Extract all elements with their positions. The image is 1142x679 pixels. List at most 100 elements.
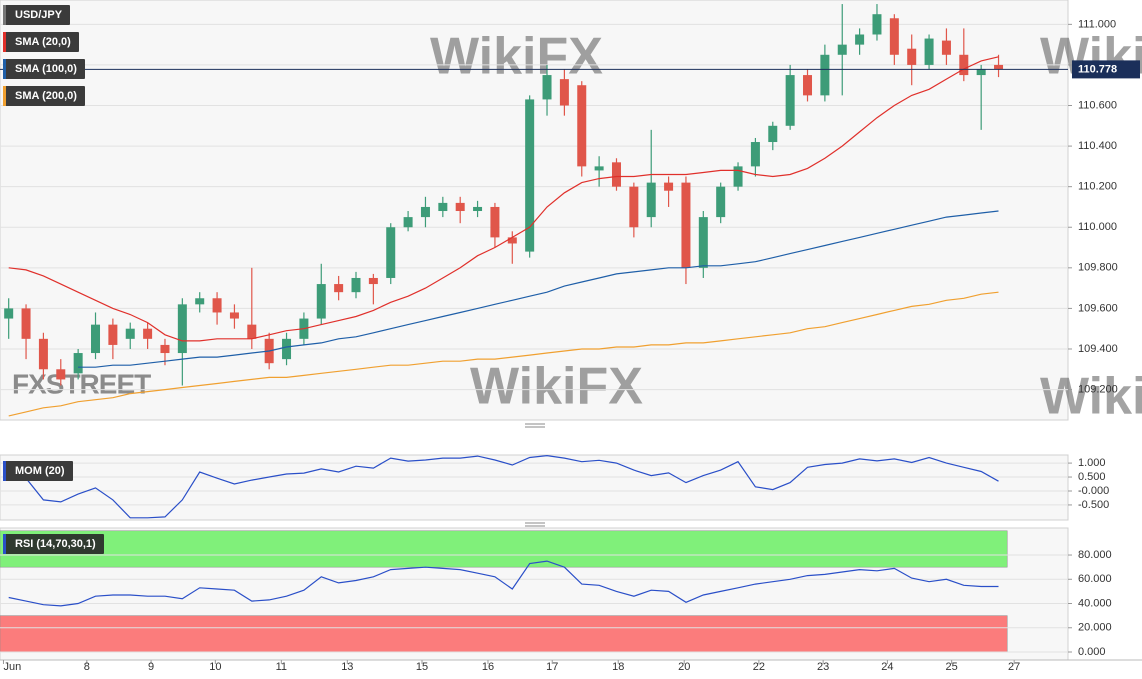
x-tick-label: 18: [612, 661, 624, 673]
x-tick-label: 15: [416, 661, 428, 673]
x-tick-label: 11: [276, 661, 287, 673]
watermark: WikiFX: [430, 28, 603, 86]
indicator-line: [78, 210, 999, 368]
indicator-line: [8, 454, 999, 519]
y-tick-label: 40.000: [1078, 597, 1112, 609]
x-tick-label: 20: [678, 661, 690, 673]
candle-body: [768, 125, 778, 143]
legend-text: SMA (20,0): [15, 36, 71, 48]
legend-text: SMA (200,0): [15, 90, 77, 102]
candle-body: [21, 308, 31, 339]
mom-panel: [0, 454, 1069, 521]
y-tick-label: 80.000: [1078, 549, 1112, 561]
candle-body: [56, 369, 66, 380]
y-tick-label: 111.000: [1078, 18, 1116, 30]
legend-text: RSI (14,70,30,1): [15, 538, 96, 550]
candle-body: [959, 54, 969, 76]
candle-body: [646, 182, 656, 218]
x-tick-label: 9: [148, 661, 154, 673]
y-tick-label: 20.000: [1078, 622, 1112, 634]
candle-body: [160, 344, 170, 354]
legend-text: USD/JPY: [15, 9, 63, 21]
y-tick-label: 0.000: [1078, 646, 1106, 658]
candle-body: [559, 79, 569, 106]
candle-body: [941, 40, 951, 55]
candle-body: [420, 206, 430, 218]
candle-body: [438, 202, 448, 212]
candle-body: [750, 142, 760, 167]
candle-body: [698, 217, 708, 268]
x-tick-label: 23: [817, 661, 829, 673]
legend-text: SMA (100,0): [15, 63, 77, 75]
x-tick-label: 24: [881, 661, 893, 673]
rsi-band: [0, 615, 1008, 653]
candle-body: [629, 186, 639, 228]
candle-body: [681, 182, 691, 268]
candle-body: [976, 68, 986, 76]
candle-body: [785, 75, 795, 126]
candle-body: [924, 38, 934, 65]
y-tick-label: 0.500: [1078, 471, 1106, 483]
candle-body: [664, 182, 674, 191]
y-tick-label: 110.600: [1078, 99, 1117, 111]
candle-body: [455, 202, 465, 212]
legend-symbol: USD/JPY: [3, 5, 71, 25]
y-tick-label: -0.500: [1078, 499, 1109, 511]
candle-body: [837, 44, 847, 55]
candle-body: [125, 328, 135, 339]
x-tick-label: 22: [753, 661, 765, 673]
candle-body: [334, 284, 344, 293]
watermark: WikiFX: [1040, 368, 1142, 426]
candle-body: [247, 324, 257, 339]
candle-body: [855, 34, 865, 45]
y-tick-label: 1.000: [1078, 457, 1106, 469]
candle-body: [907, 48, 917, 65]
panel-grip: [525, 423, 545, 527]
candle-body: [403, 217, 413, 228]
y-tick-label: 109.800: [1078, 262, 1118, 274]
legend-entry: SMA (100,0): [3, 59, 85, 79]
y-tick-label: 110.000: [1078, 221, 1117, 233]
candle-body: [351, 277, 361, 293]
x-tick-label: 13: [341, 661, 353, 673]
y-tick-label: 109.200: [1078, 383, 1118, 395]
candle-body: [611, 162, 621, 187]
candle-body: [195, 298, 205, 305]
candle-body: [820, 54, 830, 96]
candle-body: [594, 166, 604, 171]
legend-text: MOM (20): [15, 465, 65, 477]
y-tick-label: 60.000: [1078, 573, 1112, 585]
y-tick-label: 109.600: [1078, 302, 1118, 314]
candle-body: [542, 75, 552, 100]
watermark: WikiFX: [470, 358, 643, 416]
x-tick-label: 25: [946, 661, 958, 673]
x-tick-label: Jun: [3, 661, 21, 673]
last-price-box: [1072, 60, 1140, 79]
indicator-line: [8, 291, 999, 417]
indicator-line: [8, 560, 999, 607]
candle-body: [108, 324, 118, 345]
x-tick-label: 16: [482, 661, 494, 673]
x-tick-label: 10: [209, 661, 221, 673]
candle-body: [872, 14, 882, 35]
candle-body: [177, 304, 187, 354]
last-price-label: 110.778: [1078, 63, 1117, 75]
candle-body: [316, 284, 326, 319]
legend-entry: RSI (14,70,30,1): [3, 534, 104, 554]
candle-body: [368, 277, 378, 285]
candle-body: [38, 338, 48, 370]
candle-body: [386, 227, 396, 278]
candle-body: [490, 206, 500, 238]
rsi-band: [0, 530, 1008, 568]
candle-body: [525, 99, 535, 252]
candle-body: [91, 324, 101, 354]
x-tick-label: 27: [1008, 661, 1020, 673]
candle-body: [716, 186, 726, 218]
legend-entry: SMA (200,0): [3, 86, 85, 106]
candle-body: [73, 353, 83, 374]
legend-entry: SMA (20,0): [3, 32, 79, 52]
candle-body: [143, 328, 153, 339]
candle-body: [4, 308, 14, 319]
